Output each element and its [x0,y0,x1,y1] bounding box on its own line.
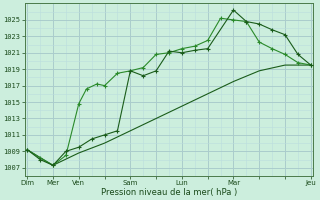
X-axis label: Pression niveau de la mer( hPa ): Pression niveau de la mer( hPa ) [101,188,237,197]
